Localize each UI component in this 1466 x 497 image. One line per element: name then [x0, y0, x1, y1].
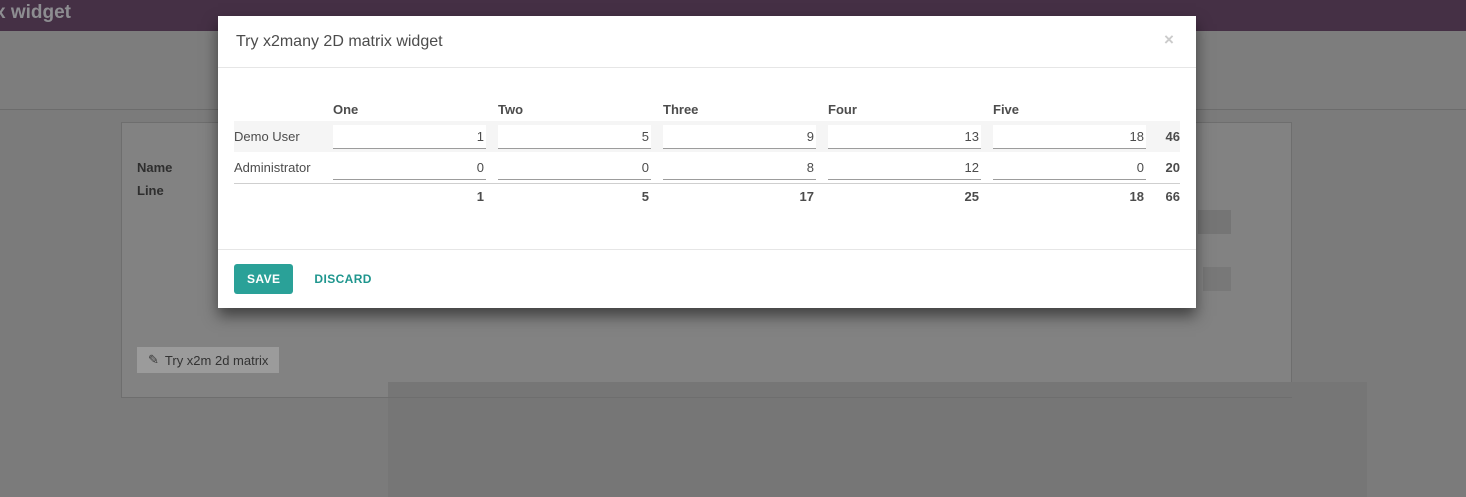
row-label: Demo User	[234, 129, 300, 144]
column-total: 18	[1129, 189, 1144, 204]
edit-icon: ✎	[148, 352, 159, 367]
matrix-col-header-one: One	[333, 102, 359, 117]
matrix-cell-input[interactable]	[993, 124, 1146, 149]
dialog-body: One Two Three Four Five Demo User 46 Adm…	[218, 68, 1196, 209]
column-total: 1	[476, 189, 484, 204]
row-total: 20	[1165, 160, 1180, 175]
background-field-box-2	[1203, 267, 1231, 291]
field-label-name: Name	[137, 160, 173, 175]
matrix-dialog: Try x2many 2D matrix widget × One Two Th…	[218, 16, 1196, 308]
navbar-title: x widget	[0, 2, 72, 23]
column-total: 25	[964, 189, 979, 204]
dialog-footer: SAVE DISCARD	[218, 249, 1196, 308]
matrix-row-demo-user: Demo User 46	[234, 121, 1180, 152]
matrix-header-row: One Two Three Four Five	[234, 98, 1180, 121]
lower-content-panel	[388, 382, 1367, 497]
column-total: 17	[799, 189, 814, 204]
try-x2m-matrix-button-label: Try x2m 2d matrix	[164, 352, 269, 368]
matrix-col-header-five: Five	[993, 102, 1020, 117]
matrix-cell-input[interactable]	[828, 124, 981, 149]
save-button[interactable]: SAVE	[234, 264, 294, 294]
matrix-table: One Two Three Four Five Demo User 46 Adm…	[234, 98, 1180, 209]
try-x2m-matrix-button[interactable]: ✎ Try x2m 2d matrix	[137, 347, 280, 373]
dialog-title: Try x2many 2D matrix widget	[236, 33, 443, 50]
matrix-cell-input[interactable]	[498, 155, 651, 180]
close-icon[interactable]: ×	[1158, 29, 1180, 51]
row-total: 46	[1165, 129, 1180, 144]
matrix-cell-input[interactable]	[333, 124, 486, 149]
matrix-cell-input[interactable]	[993, 155, 1146, 180]
matrix-cell-input[interactable]	[663, 155, 816, 180]
grand-total: 66	[1165, 189, 1180, 204]
matrix-cell-input[interactable]	[663, 124, 816, 149]
dialog-header: Try x2many 2D matrix widget ×	[218, 16, 1196, 68]
matrix-totals-row: 1 5 17 25 18 66	[234, 183, 1180, 209]
sheet-bottom-border	[121, 397, 1292, 398]
matrix-cell-input[interactable]	[498, 124, 651, 149]
discard-button[interactable]: DISCARD	[314, 272, 372, 286]
column-total: 5	[641, 189, 649, 204]
matrix-col-header-four: Four	[828, 102, 857, 117]
matrix-col-header-two: Two	[498, 102, 524, 117]
matrix-col-header-three: Three	[663, 102, 699, 117]
field-label-line: Line	[137, 183, 164, 198]
matrix-row-administrator: Administrator 20	[234, 152, 1180, 183]
row-label: Administrator	[234, 160, 311, 175]
matrix-cell-input[interactable]	[333, 155, 486, 180]
matrix-cell-input[interactable]	[828, 155, 981, 180]
background-field-box-1	[1198, 210, 1231, 234]
